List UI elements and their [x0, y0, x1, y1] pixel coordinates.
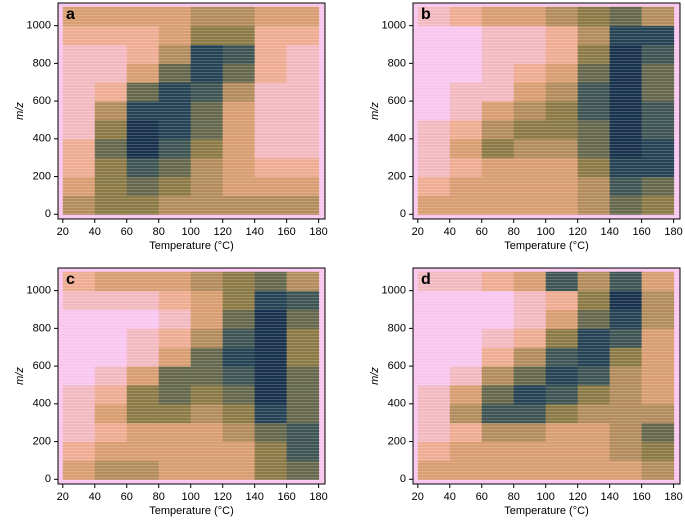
y-tick-label: 800	[388, 322, 406, 334]
panel-letter: d	[421, 271, 431, 288]
x-tick-label: 160	[632, 226, 650, 238]
x-tick-label: 20	[412, 491, 424, 503]
panel: 0 200 400 600 800 1000 20 40 60 80 100 120 140 160 180…	[14, 267, 328, 517]
y-tick-label: 200	[33, 170, 51, 182]
y-tick-label: 600	[388, 360, 406, 372]
x-tick-label: 100	[537, 491, 555, 503]
y-tick-label: 200	[388, 170, 406, 182]
x-tick-label: 40	[89, 226, 101, 238]
x-tick-label: 140	[245, 226, 263, 238]
x-axis-label: Temperature (°C)	[149, 505, 233, 517]
x-tick-label: 80	[153, 226, 165, 238]
y-tick-label: 600	[33, 95, 51, 107]
x-tick-label: 40	[444, 491, 456, 503]
x-tick-label: 60	[121, 491, 133, 503]
x-tick-label: 80	[508, 226, 520, 238]
panel-letter: a	[66, 6, 75, 23]
x-tick-label: 60	[121, 226, 133, 238]
y-tick-label: 1000	[27, 285, 51, 297]
x-tick-label: 20	[57, 491, 69, 503]
x-tick-label: 120	[568, 226, 586, 238]
panel: 0 200 400 600 800 1000 20 40 60 80 100 120 140 160 180…	[14, 2, 328, 252]
x-tick-label: 180	[664, 491, 682, 503]
y-tick-label: 400	[388, 398, 406, 410]
plot-frame	[57, 2, 326, 220]
y-axis-label: m/z	[369, 102, 381, 120]
x-tick-label: 40	[444, 226, 456, 238]
x-tick-label: 180	[309, 491, 327, 503]
x-tick-label: 160	[632, 491, 650, 503]
x-tick-label: 80	[508, 491, 520, 503]
x-tick-label: 20	[412, 226, 424, 238]
x-tick-label: 140	[245, 491, 263, 503]
y-axis-label: m/z	[14, 102, 26, 120]
y-tick-label: 400	[388, 133, 406, 145]
x-tick-label: 160	[277, 491, 295, 503]
x-tick-label: 100	[182, 226, 200, 238]
y-tick-label: 800	[388, 57, 406, 69]
panel-letter: c	[66, 271, 75, 288]
x-axis-label: Temperature (°C)	[149, 240, 233, 252]
x-tick-label: 140	[600, 226, 618, 238]
texture	[413, 268, 680, 484]
y-tick-label: 200	[388, 435, 406, 447]
x-tick-label: 80	[153, 491, 165, 503]
x-tick-label: 120	[213, 491, 231, 503]
y-tick-label: 200	[33, 435, 51, 447]
y-tick-label: 1000	[382, 285, 406, 297]
panel-letter: b	[421, 6, 431, 23]
y-tick-label: 0	[400, 473, 406, 485]
y-tick-label: 0	[45, 208, 51, 220]
x-tick-label: 60	[476, 226, 488, 238]
texture	[58, 3, 325, 219]
texture	[58, 268, 325, 484]
x-tick-label: 60	[476, 491, 488, 503]
x-axis-label: Temperature (°C)	[504, 240, 588, 252]
plot-frame	[57, 267, 326, 485]
x-tick-label: 180	[664, 226, 682, 238]
x-tick-label: 40	[89, 491, 101, 503]
y-tick-label: 0	[45, 473, 51, 485]
x-tick-label: 100	[537, 226, 555, 238]
y-tick-label: 600	[33, 360, 51, 372]
y-tick-label: 1000	[382, 20, 406, 32]
y-tick-label: 0	[400, 208, 406, 220]
x-tick-label: 20	[57, 226, 69, 238]
y-axis-label: m/z	[14, 367, 26, 385]
y-tick-label: 400	[33, 133, 51, 145]
x-tick-label: 160	[277, 226, 295, 238]
y-tick-label: 600	[388, 95, 406, 107]
y-tick-label: 800	[33, 322, 51, 334]
x-tick-label: 120	[568, 491, 586, 503]
plot-frame	[412, 2, 681, 220]
panel: 0 200 400 600 800 1000 20 40 60 80 100 120 140 160 180…	[369, 2, 683, 252]
x-tick-label: 180	[309, 226, 327, 238]
panel: 0 200 400 600 800 1000 20 40 60 80 100 120 140 160 180…	[369, 267, 683, 517]
x-tick-label: 140	[600, 491, 618, 503]
y-tick-label: 800	[33, 57, 51, 69]
y-axis-label: m/z	[369, 367, 381, 385]
plot-frame	[412, 267, 681, 485]
y-tick-label: 1000	[27, 20, 51, 32]
x-axis-label: Temperature (°C)	[504, 505, 588, 517]
texture	[413, 3, 680, 219]
x-tick-label: 120	[213, 226, 231, 238]
x-tick-label: 100	[182, 491, 200, 503]
y-tick-label: 400	[33, 398, 51, 410]
